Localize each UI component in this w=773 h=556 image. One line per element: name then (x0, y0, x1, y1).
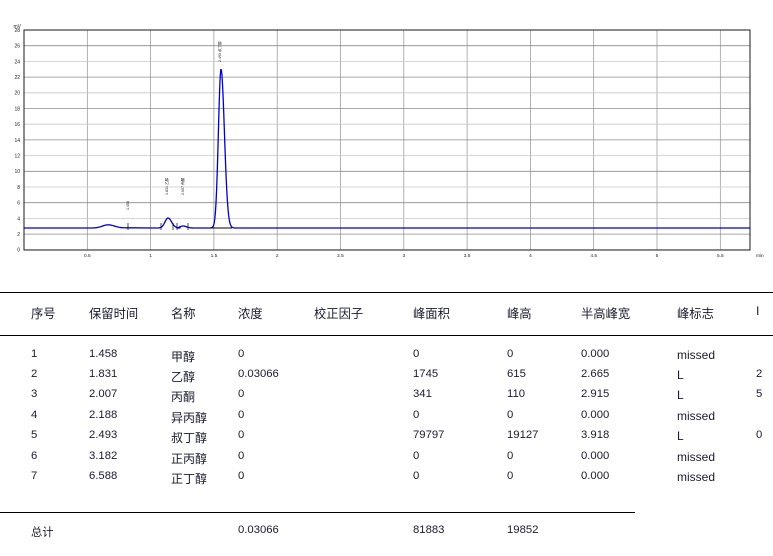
svg-text:1.458: 1.458 (126, 201, 130, 210)
svg-text:4.5: 4.5 (590, 253, 597, 259)
svg-text:16: 16 (14, 122, 20, 128)
svg-text:3: 3 (402, 253, 405, 259)
svg-text:6: 6 (17, 201, 20, 207)
svg-text:0: 0 (17, 248, 20, 254)
svg-text:1: 1 (149, 253, 152, 259)
svg-text:4: 4 (529, 253, 532, 259)
svg-text:10: 10 (14, 169, 20, 175)
svg-text:mV: mV (14, 24, 22, 30)
svg-text:12: 12 (14, 154, 20, 160)
svg-text:5.5: 5.5 (717, 253, 724, 259)
svg-text:1.831 乙醇: 1.831 乙醇 (164, 177, 169, 195)
svg-text:0.5: 0.5 (84, 253, 91, 259)
svg-text:26: 26 (14, 44, 20, 50)
svg-text:4: 4 (17, 216, 20, 222)
svg-text:1.5: 1.5 (211, 253, 218, 259)
svg-text:24: 24 (14, 59, 20, 65)
svg-text:5: 5 (656, 253, 659, 259)
svg-text:3.5: 3.5 (464, 253, 471, 259)
svg-text:min: min (756, 253, 764, 259)
svg-text:14: 14 (14, 138, 20, 144)
svg-text:2.007 丙酮: 2.007 丙酮 (180, 177, 185, 195)
svg-text:2: 2 (276, 253, 279, 259)
svg-text:8: 8 (17, 185, 20, 191)
svg-text:20: 20 (14, 91, 20, 97)
svg-text:18: 18 (14, 106, 20, 112)
svg-text:2.5: 2.5 (337, 253, 344, 259)
svg-text:2.493 叔丁醇: 2.493 叔丁醇 (217, 41, 222, 62)
svg-text:22: 22 (14, 75, 20, 81)
svg-text:2: 2 (17, 232, 20, 238)
